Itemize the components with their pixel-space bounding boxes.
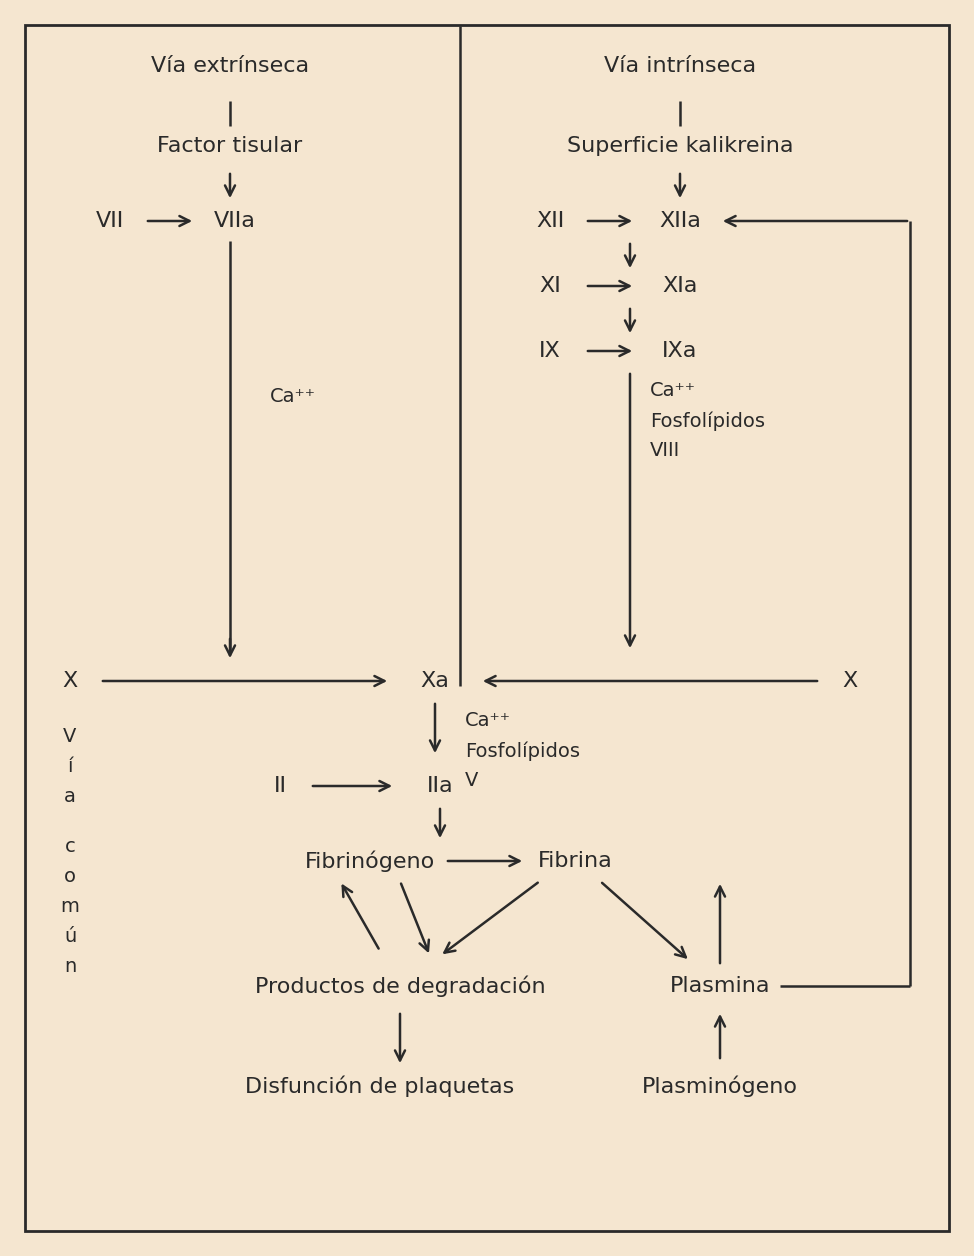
Text: Fosfolípidos: Fosfolípidos [465,741,580,761]
Text: VII: VII [95,211,124,231]
Text: Fibrinógeno: Fibrinógeno [305,850,435,872]
Text: m: m [60,897,80,916]
Text: c: c [64,836,75,855]
Text: Ca⁺⁺: Ca⁺⁺ [465,711,511,731]
Text: a: a [64,786,76,805]
Text: Productos de degradación: Productos de degradación [254,975,545,997]
Text: XIIa: XIIa [659,211,701,231]
Text: í: í [67,756,73,775]
Text: VIII: VIII [650,442,680,461]
Text: Vía intrínseca: Vía intrínseca [604,57,756,77]
Text: XII: XII [536,211,564,231]
Text: n: n [64,957,76,976]
Text: Vía extrínseca: Vía extrínseca [151,57,309,77]
Text: X: X [843,671,858,691]
Text: Disfunción de plaquetas: Disfunción de plaquetas [245,1075,514,1096]
Text: Factor tisular: Factor tisular [158,136,303,156]
Text: Plasmina: Plasmina [670,976,770,996]
Text: ú: ú [64,927,76,946]
Text: Xa: Xa [421,671,449,691]
Text: o: o [64,867,76,885]
Text: V: V [63,726,77,746]
Text: Superficie kalikreina: Superficie kalikreina [567,136,793,156]
Text: V: V [465,771,478,790]
Text: X: X [62,671,78,691]
Text: Plasminógeno: Plasminógeno [642,1075,798,1096]
Text: IXa: IXa [662,340,697,360]
Text: Ca⁺⁺: Ca⁺⁺ [270,387,316,406]
Text: VIIa: VIIa [214,211,256,231]
Text: XI: XI [540,276,561,296]
Text: Fibrina: Fibrina [538,852,613,870]
Text: IX: IX [540,340,561,360]
Text: II: II [274,776,286,796]
Text: IIa: IIa [427,776,453,796]
Text: Ca⁺⁺: Ca⁺⁺ [650,382,696,401]
Text: Fosfolípidos: Fosfolípidos [650,411,765,431]
Text: XIa: XIa [662,276,697,296]
